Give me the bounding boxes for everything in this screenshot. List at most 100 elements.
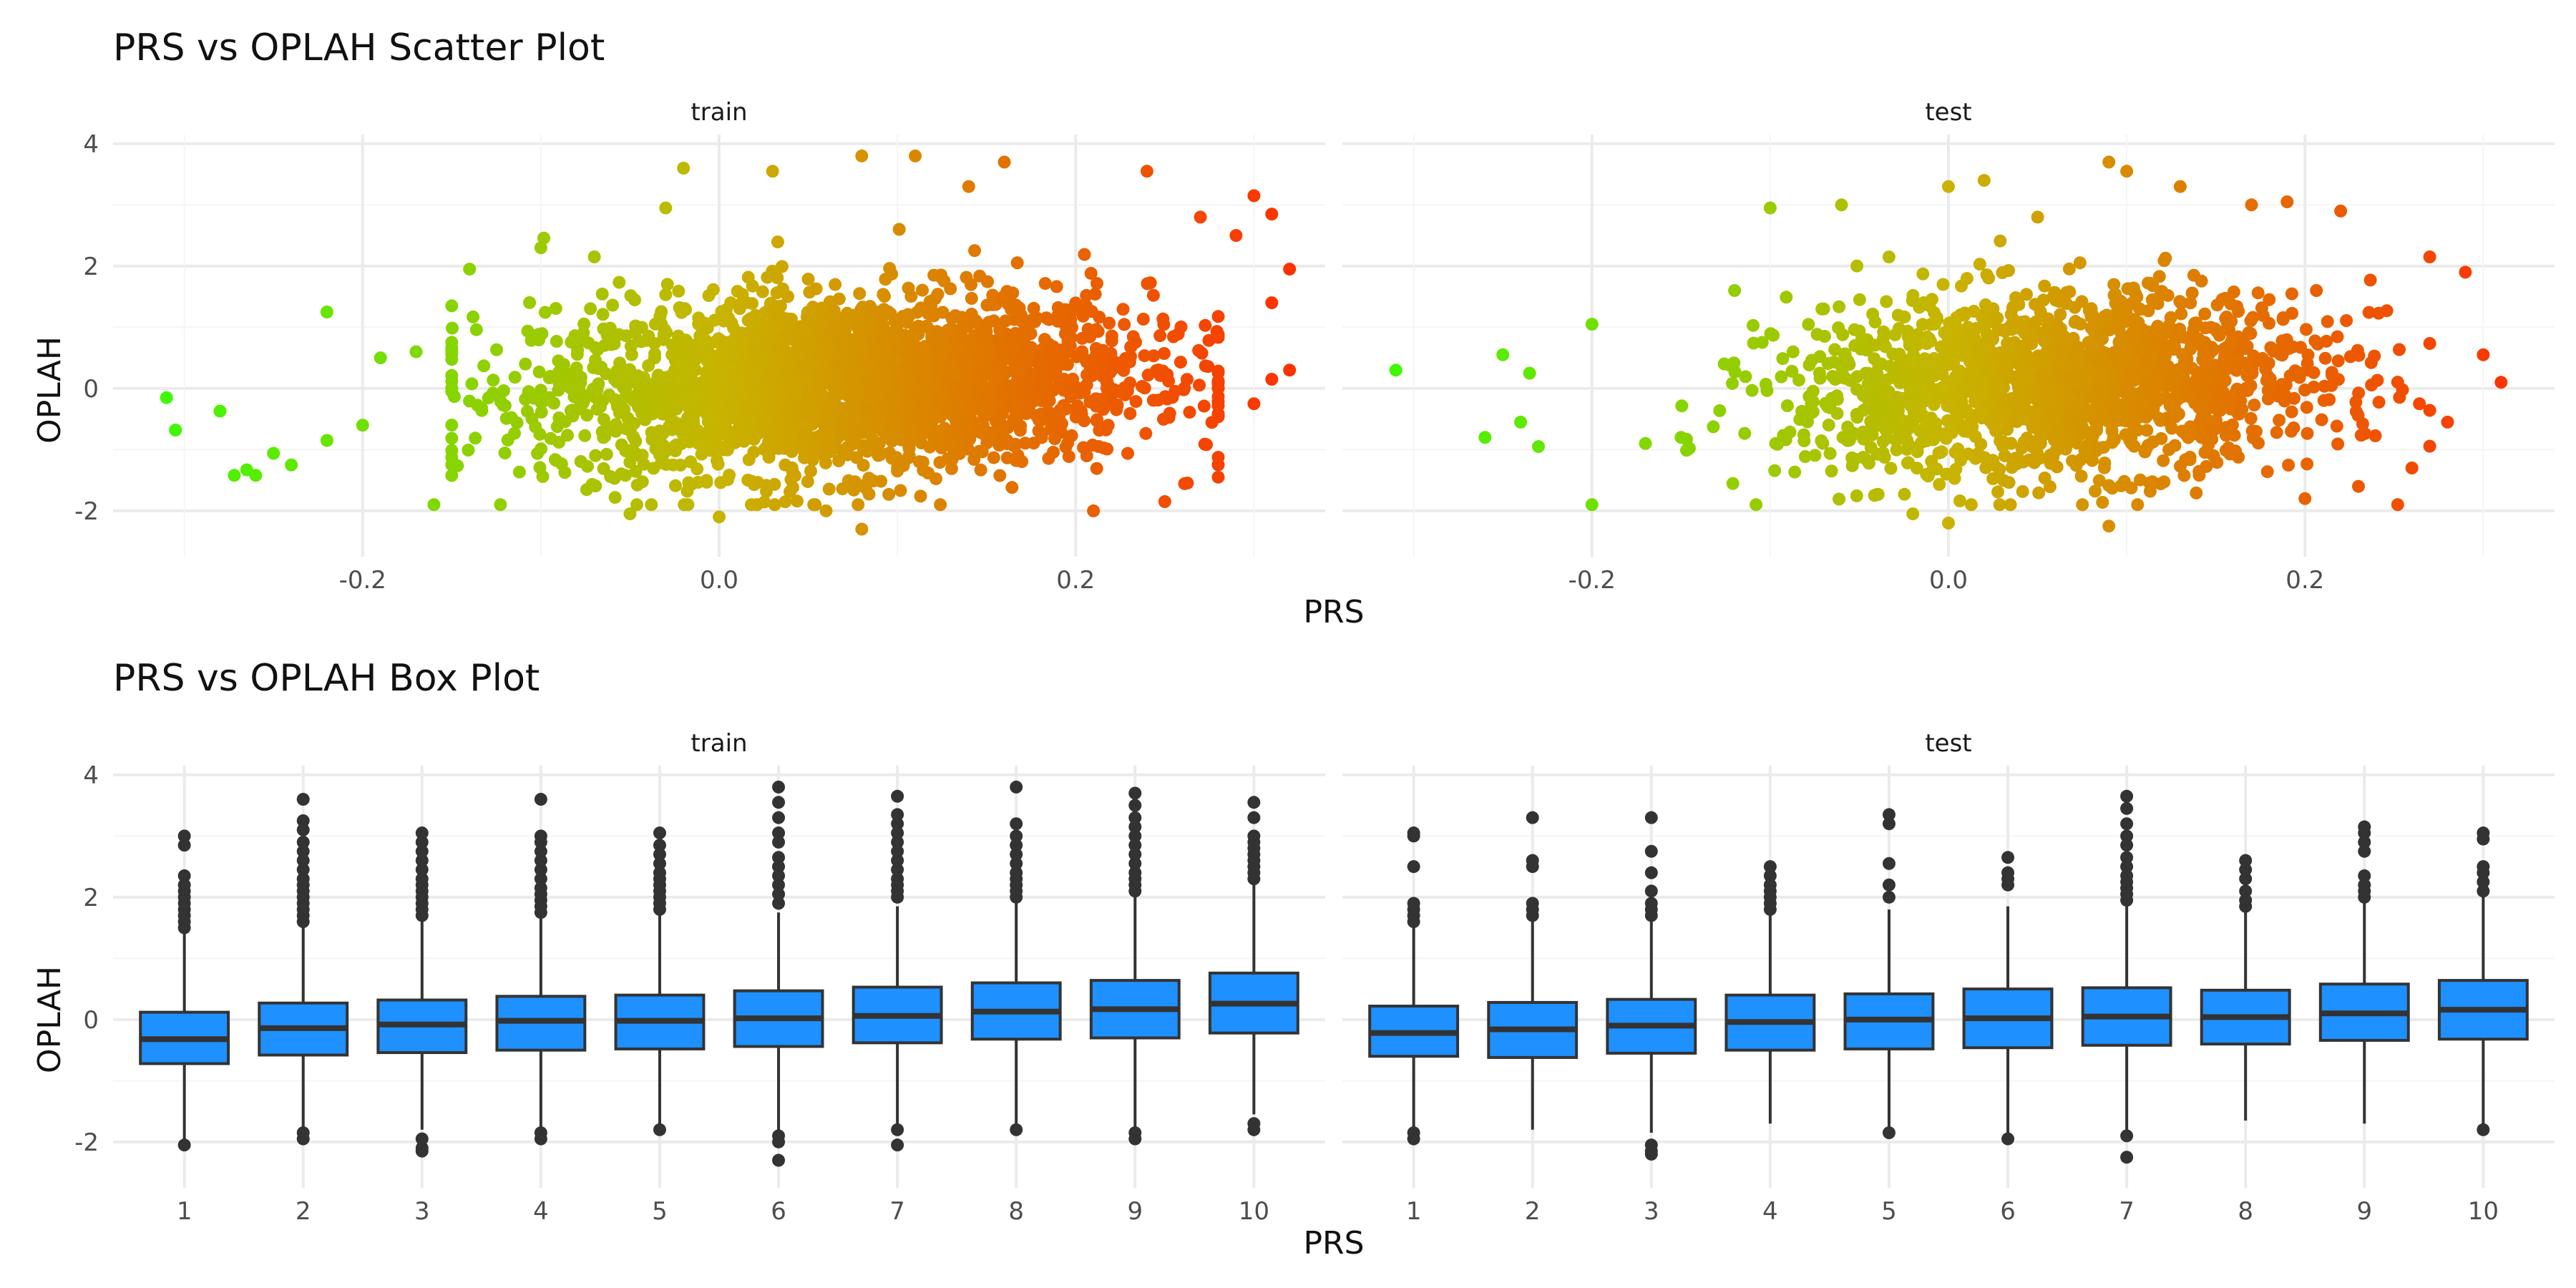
- scatter-point: [2025, 337, 2039, 351]
- scatter-point: [779, 495, 792, 509]
- scatter-point: [2331, 330, 2344, 343]
- scatter-point: [494, 395, 507, 409]
- scatter-point: [806, 409, 819, 423]
- box-outlier: [1128, 811, 1142, 824]
- box-outlier: [2239, 894, 2253, 907]
- scatter-point: [801, 273, 815, 286]
- scatter-point: [1090, 414, 1103, 427]
- scatter-point: [675, 306, 688, 319]
- scatter-point: [2262, 356, 2275, 370]
- scatter-point: [2016, 484, 2029, 498]
- scatter-point: [865, 407, 879, 421]
- scatter-point: [2173, 322, 2187, 336]
- scatter-point: [897, 459, 910, 472]
- box-outlier: [296, 872, 310, 886]
- scatter-point: [558, 466, 572, 479]
- scatter-point: [1906, 412, 1919, 426]
- scatter-point: [2062, 358, 2075, 372]
- box-outlier: [177, 878, 191, 892]
- scatter-point: [2000, 364, 2014, 378]
- box-outlier: [891, 789, 904, 803]
- scatter-point: [1969, 395, 1983, 409]
- scatter-point: [2074, 469, 2088, 483]
- box-outlier: [2120, 869, 2134, 882]
- scatter-point: [1949, 369, 1963, 383]
- scatter-point: [986, 288, 1000, 302]
- scatter-point: [801, 475, 814, 488]
- scatter-point: [1210, 325, 1224, 338]
- scatter-point: [1075, 407, 1088, 421]
- box-x-tick-label: 5: [652, 1197, 668, 1226]
- scatter-point: [2107, 397, 2120, 410]
- scatter-point: [2362, 306, 2376, 319]
- scatter-point: [578, 429, 592, 442]
- scatter-point: [918, 347, 931, 361]
- scatter-point: [927, 306, 941, 320]
- scatter-point: [2310, 284, 2323, 297]
- scatter-y-tick-label: 0: [83, 375, 99, 404]
- scatter-point: [2171, 393, 2185, 406]
- box-outlier: [2001, 1132, 2015, 1146]
- scatter-point: [566, 409, 580, 423]
- scatter-point: [1103, 316, 1116, 330]
- scatter-point: [700, 407, 713, 421]
- scatter-point: [1089, 399, 1103, 413]
- scatter-point: [1129, 336, 1143, 349]
- scatter-point: [535, 396, 548, 409]
- scatter-point: [1054, 376, 1068, 389]
- scatter-point: [522, 385, 535, 399]
- scatter-point: [849, 434, 862, 447]
- scatter-point: [776, 282, 789, 296]
- box-x-tick-label: 10: [2468, 1197, 2499, 1226]
- scatter-point: [477, 359, 491, 373]
- scatter-point: [711, 457, 725, 471]
- scatter-point: [675, 373, 688, 386]
- scatter-point: [1713, 404, 1727, 417]
- scatter-point: [1823, 447, 1837, 460]
- scatter-point: [2423, 337, 2436, 350]
- scatter-point: [2164, 311, 2177, 324]
- scatter-point: [2372, 396, 2386, 409]
- scatter-point: [2009, 398, 2022, 411]
- scatter-point: [1211, 310, 1225, 323]
- scatter-point: [1146, 288, 1160, 302]
- scatter-point: [890, 319, 904, 333]
- scatter-point: [2405, 462, 2419, 474]
- scatter-point: [736, 331, 750, 344]
- scatter-point: [2061, 391, 2074, 405]
- scatter-point: [703, 388, 717, 401]
- scatter-point: [1008, 411, 1022, 424]
- scatter-point: [744, 498, 758, 512]
- scatter-point: [1889, 434, 1903, 447]
- box-outlier: [2477, 875, 2490, 889]
- scatter-point: [797, 417, 811, 431]
- scatter-point: [2051, 358, 2064, 371]
- scatter-point: [1982, 271, 1996, 285]
- box-outlier: [653, 826, 666, 840]
- scatter-point: [1906, 294, 1919, 308]
- scatter-point: [1966, 329, 1979, 342]
- scatter-point: [2072, 341, 2085, 354]
- scatter-point: [600, 447, 613, 461]
- scatter-point: [2100, 308, 2114, 322]
- scatter-point: [847, 366, 860, 379]
- scatter-point: [445, 369, 459, 382]
- scatter-point: [1138, 349, 1151, 363]
- box-outlier: [2120, 860, 2134, 874]
- scatter-point: [2299, 323, 2313, 336]
- scatter-point: [642, 358, 655, 372]
- scatter-point: [792, 347, 806, 361]
- scatter-point: [1088, 363, 1102, 376]
- scatter-point: [1745, 384, 1759, 397]
- scatter-point: [1064, 385, 1078, 399]
- scatter-point: [1018, 436, 1032, 450]
- scatter-point: [1183, 406, 1196, 419]
- scatter-point: [534, 384, 547, 397]
- scatter-point: [2140, 424, 2154, 437]
- scatter-point: [1836, 328, 1850, 341]
- box-outlier: [772, 878, 786, 892]
- scatter-point: [758, 384, 771, 396]
- box-facet-label-test: test: [1925, 729, 1971, 758]
- scatter-point: [504, 411, 518, 424]
- scatter-point: [445, 469, 459, 482]
